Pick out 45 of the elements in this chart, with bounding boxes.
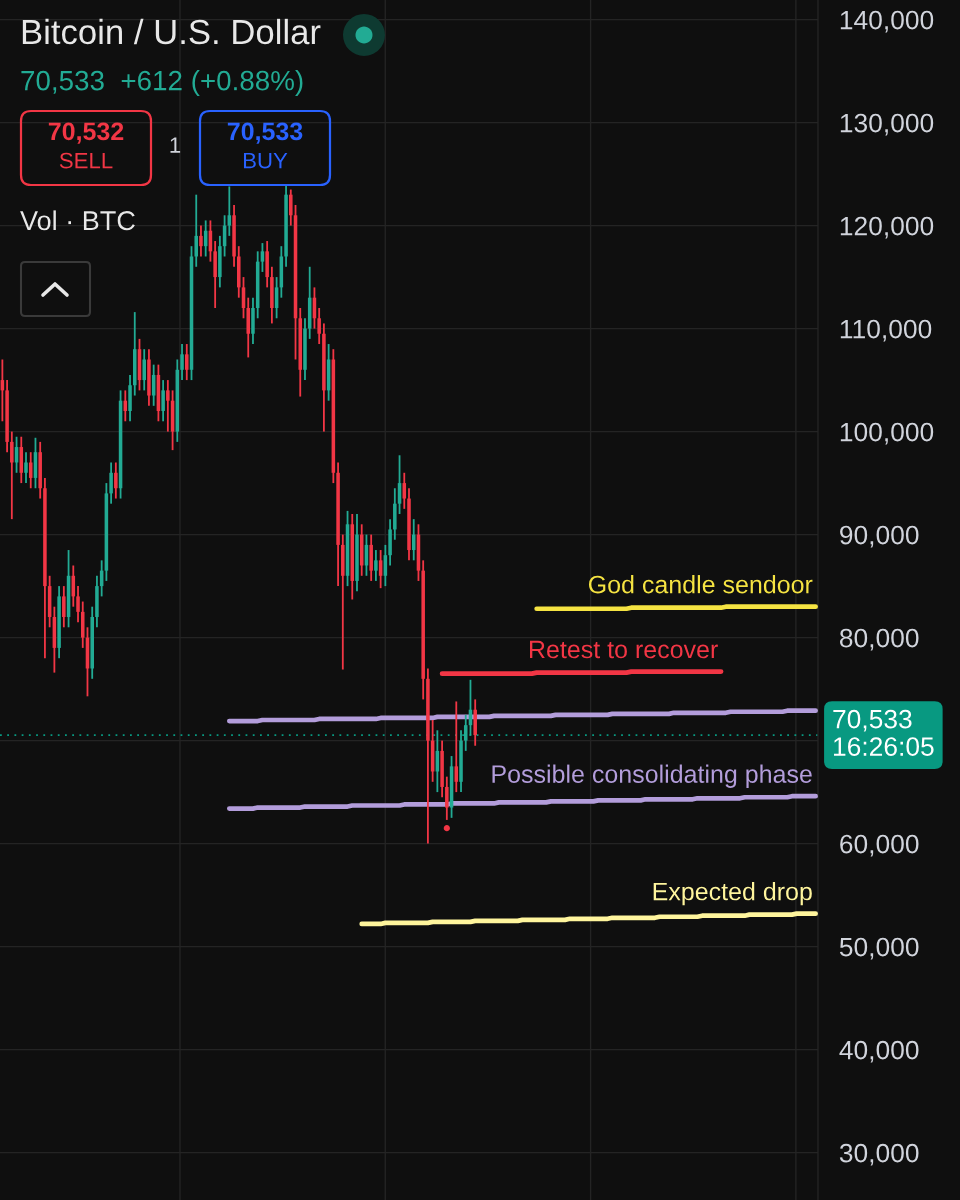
y-tick-label: 110,000 (840, 319, 932, 342)
candlestick (24, 451, 28, 484)
candlestick (374, 549, 378, 582)
candlestick (445, 775, 449, 821)
series-label: Expected drop (653, 882, 812, 906)
line-series (359, 911, 818, 927)
candlestick (114, 461, 118, 500)
series-label: Possible consolidating phase (492, 764, 812, 788)
chart-title: Bitcoin / U.S. Dollar (22, 18, 321, 45)
y-tick-label: 60,000 (840, 834, 919, 857)
candlestick (289, 188, 293, 227)
annotation: Vol · BTC (20, 210, 135, 231)
candlestick (317, 307, 321, 345)
series-label: Retest to recover (530, 640, 718, 659)
y-tick-label: 120,000 (840, 216, 934, 239)
candlestick (411, 518, 416, 562)
candlestick (199, 224, 203, 258)
candlestick (62, 585, 66, 629)
y-tick-label: 30,000 (839, 1143, 919, 1166)
candlestick (161, 379, 165, 423)
line-series (226, 708, 818, 724)
y-tick-label: 80,000 (839, 628, 919, 651)
ref-line-label: 70,533 16:26:05 (833, 709, 934, 756)
candlestick (76, 585, 80, 624)
annotation: 70,533 BUY (227, 122, 303, 169)
candlestick (109, 461, 113, 505)
candlestick (10, 430, 14, 521)
y-tick-label: 50,000 (839, 937, 919, 960)
candlestick (463, 713, 468, 752)
series-label: God candle sendoor (588, 575, 813, 594)
y-tick-label: 90,000 (840, 525, 919, 548)
text: 70,533 +612 (+0.88%) (21, 70, 303, 96)
candlestick (185, 343, 189, 381)
annotation: 1 (170, 137, 181, 153)
candlestick (180, 343, 184, 381)
y-tick-label: 140,000 (840, 10, 934, 33)
candlestick (194, 193, 198, 268)
y-tick-label: 130,000 (840, 113, 934, 136)
annotation: 70,532 SELL (48, 122, 124, 169)
y-tick-label: 40,000 (839, 1040, 919, 1063)
candlestick (142, 348, 146, 392)
candlestick (28, 451, 33, 490)
y-tick-label: 100,000 (840, 422, 934, 445)
candlestick (166, 379, 170, 433)
candlestick (402, 471, 407, 510)
